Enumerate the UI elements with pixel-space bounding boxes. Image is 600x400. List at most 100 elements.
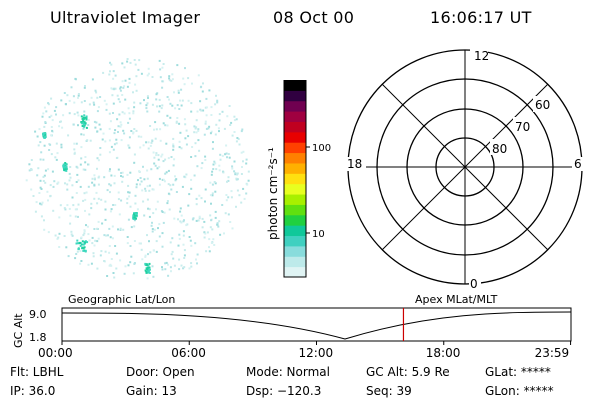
bright-emission [42,132,45,135]
speckle [109,70,111,73]
speckle [44,121,47,124]
bright-emission [148,266,151,269]
speckle [112,272,115,274]
speckle [166,200,169,202]
speckle [120,123,123,126]
speckle [51,119,54,122]
colorbar-strip [284,204,306,216]
speckle [129,261,132,264]
speckle [231,167,234,170]
bright-emission [80,243,83,246]
speckle [87,124,90,126]
speckle [209,194,212,197]
speckle [110,87,113,90]
speckle [111,88,114,91]
timeline-xtick-label: 00:00 [38,346,73,360]
speckle [204,120,207,123]
speckle [154,137,157,140]
speckle [153,228,156,231]
speckle [209,181,212,184]
speckle [233,160,236,163]
speckle [197,139,200,142]
speckle [93,197,96,200]
speckle [93,103,96,106]
speckle [43,106,46,109]
speckle [223,232,225,235]
speckle [215,168,218,171]
speckle [75,253,78,255]
speckle [200,167,203,170]
speckle [105,103,108,106]
speckle [238,143,241,146]
speckle [178,233,181,236]
speckle [203,231,206,234]
bright-emission [83,246,86,249]
speckle [50,126,53,128]
speckle [84,156,87,158]
speckle [243,197,246,200]
speckle [77,124,79,127]
speckle [143,99,145,102]
speckle [114,204,117,206]
speckle [142,165,144,168]
timeline-xtick-label: 23:59 [535,346,570,360]
speckle [247,179,250,182]
speckle [228,105,231,107]
speckle [170,156,173,158]
speckle [139,177,142,179]
speckle [187,99,190,102]
speckle [242,187,245,190]
speckle [225,199,228,202]
speckle [135,183,138,186]
colorbar-strip [284,111,306,122]
speckle [195,126,198,129]
speckle [148,184,151,187]
speckle [204,232,207,235]
speckle [151,230,154,233]
speckle [75,181,78,183]
speckle [155,128,158,131]
bright-emission [64,164,67,167]
speckle [121,80,124,83]
speckle [204,188,207,191]
speckle [132,131,135,134]
speckle [73,151,76,154]
speckle [197,219,200,222]
speckle [104,218,107,221]
speckle [128,117,131,120]
speckle [177,89,180,92]
speckle [245,162,248,165]
speckle [74,257,77,260]
speckle [39,158,42,161]
speckle [58,246,61,248]
speckle [40,203,43,206]
speckle [235,205,237,208]
speckle [108,151,111,154]
speckle [134,83,137,86]
speckle [64,103,67,106]
speckle [152,151,155,154]
speckle [167,263,169,266]
colorbar-strip [284,173,306,185]
speckle [138,59,141,62]
speckle [95,191,98,194]
speckle [172,143,175,146]
status-door: Door: Open [126,365,195,379]
speckle [182,77,185,80]
speckle [173,158,176,161]
speckle [158,59,161,62]
speckle [180,147,183,150]
speckle [203,220,206,223]
speckle [113,132,116,135]
speckle [208,246,210,249]
speckle [141,258,144,261]
speckle [236,137,239,139]
speckle [151,103,154,106]
speckle [128,136,131,139]
bright-emission [81,122,84,125]
speckle [240,130,243,133]
speckle [146,110,149,113]
speckle [138,170,141,173]
speckle [229,124,232,126]
speckle [135,129,138,132]
